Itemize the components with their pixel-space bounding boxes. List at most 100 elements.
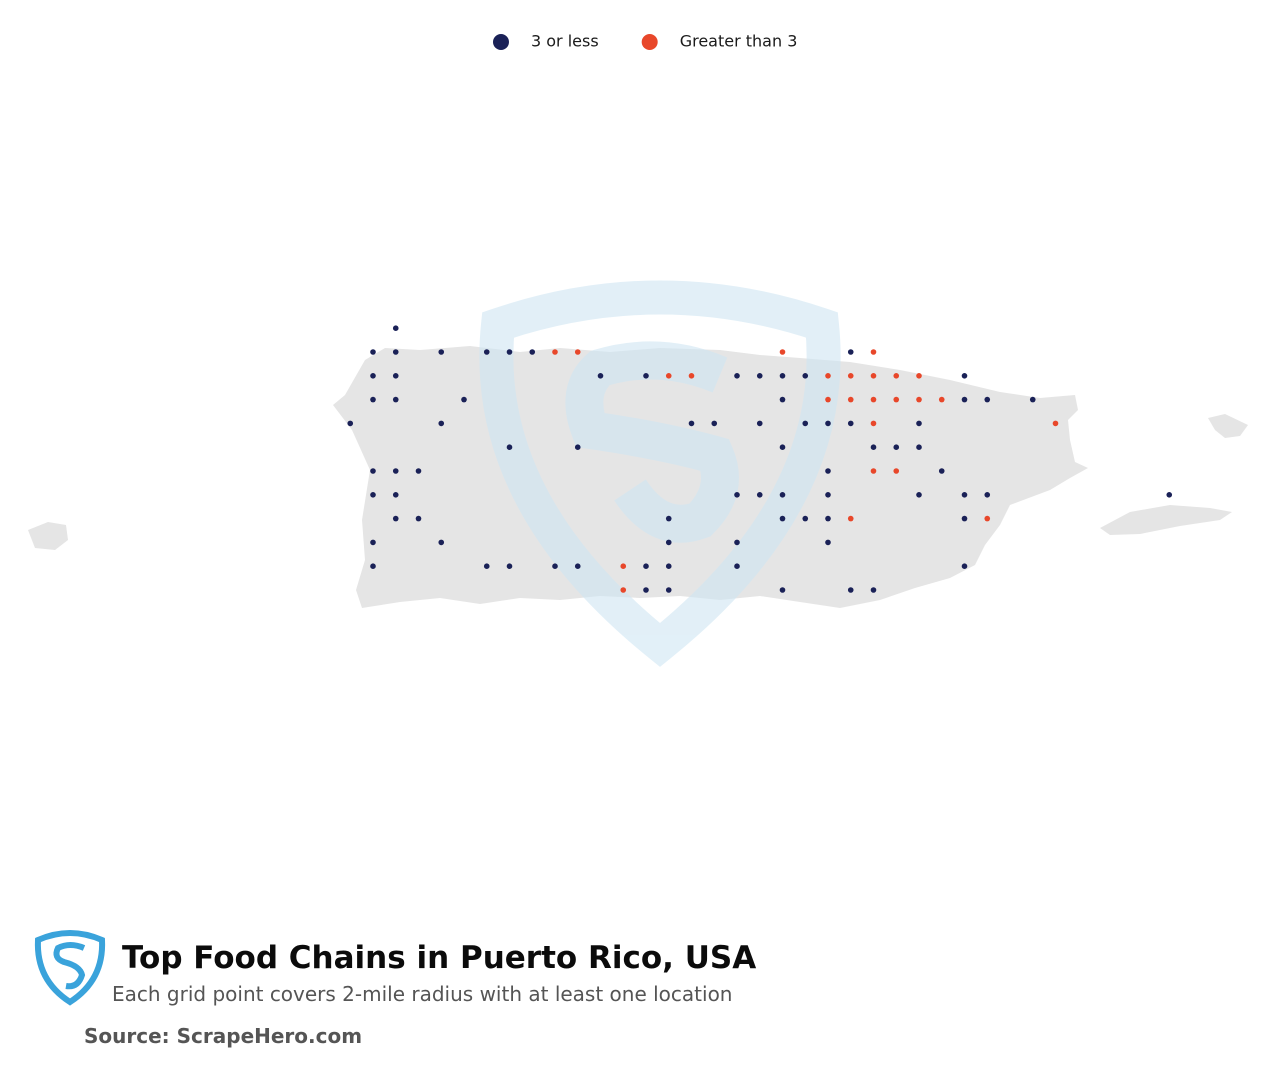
grid-point [825, 468, 831, 474]
grid-point [847, 396, 854, 403]
grid-point [438, 349, 445, 355]
grid-point [984, 396, 991, 403]
grid-point [916, 492, 922, 498]
grid-point [847, 373, 854, 379]
grid-point [347, 420, 354, 427]
grid-point [847, 420, 854, 427]
source: Source: ScrapeHero.com [84, 1024, 362, 1048]
grid-point [847, 349, 854, 355]
legend-label: Greater than 3 [680, 32, 798, 51]
grid-point [893, 468, 900, 474]
grid-point [665, 539, 672, 546]
grid-point [870, 349, 877, 355]
grid-point [756, 492, 763, 498]
grid-point [961, 373, 968, 379]
grid-point [984, 492, 991, 498]
grid-point [825, 396, 831, 403]
grid-point [483, 349, 490, 355]
grid-point [688, 373, 695, 379]
grid-point [893, 444, 900, 451]
grid-point [483, 563, 490, 569]
grid-point [825, 420, 831, 427]
grid-point [893, 396, 900, 403]
grid-point [392, 515, 399, 522]
grid-point [574, 444, 581, 451]
grid-point [916, 373, 922, 379]
grid-point [870, 444, 877, 451]
grid-point [370, 539, 376, 546]
legend: 3 or less Greater than 3 [493, 32, 797, 51]
grid-point [552, 349, 558, 355]
grid-point [370, 396, 376, 403]
grid-point [665, 563, 672, 569]
grid-point [392, 396, 399, 403]
grid-point [779, 396, 786, 403]
grid-point [779, 349, 786, 355]
grid-point [825, 373, 831, 379]
grid-point [461, 396, 467, 403]
grid-point [643, 373, 649, 379]
mona-island [28, 522, 68, 550]
grid-point [665, 587, 672, 593]
grid-point [893, 373, 900, 379]
grid-point [370, 492, 376, 498]
grid-point [392, 325, 399, 332]
grid-point [825, 492, 831, 498]
grid-point [597, 373, 604, 379]
grid-point [711, 420, 718, 427]
points [347, 325, 1173, 593]
grid-point [392, 349, 399, 355]
grid-point [847, 587, 854, 593]
grid-point [870, 420, 877, 427]
logo [34, 930, 106, 1006]
land [28, 346, 1248, 608]
grid-point [779, 373, 786, 379]
watermark-s [565, 341, 739, 543]
grid-point [802, 420, 809, 427]
grid-point [370, 468, 376, 474]
grid-point [574, 563, 581, 569]
grid-point [802, 515, 809, 522]
grid-point [734, 492, 740, 498]
grid-point [734, 373, 740, 379]
grid-point [506, 444, 513, 451]
grid-point [370, 349, 376, 355]
grid-point [1029, 396, 1036, 403]
grid-point [825, 515, 831, 522]
grid-point [779, 515, 786, 522]
grid-point [392, 468, 399, 474]
logo-s [53, 942, 86, 990]
grid-point [779, 492, 786, 498]
grid-point [620, 587, 627, 593]
grid-point [779, 587, 786, 593]
grid-point [438, 539, 445, 546]
grid-point [847, 515, 854, 522]
grid-point [415, 468, 422, 474]
grid-point [916, 396, 922, 403]
logo-shield [34, 930, 106, 1006]
grid-point [825, 539, 831, 546]
grid-point [961, 396, 968, 403]
grid-point [756, 420, 763, 427]
grid-point [961, 563, 968, 569]
grid-point [370, 373, 376, 379]
grid-point [938, 468, 945, 474]
grid-point [779, 444, 786, 451]
grid-point [620, 563, 627, 569]
grid-point [870, 373, 877, 379]
grid-point [574, 349, 581, 355]
grid-point [665, 373, 672, 379]
grid-point [688, 420, 695, 427]
grid-point [756, 373, 763, 379]
grid-point [916, 444, 922, 451]
vieques-island [1100, 505, 1232, 535]
grid-point [552, 563, 558, 569]
grid-point [916, 420, 922, 427]
grid-point [392, 373, 399, 379]
grid-point [529, 349, 536, 355]
subtitle: Each grid point covers 2-mile radius wit… [112, 982, 732, 1006]
grid-point [438, 420, 445, 427]
grid-point [984, 515, 991, 522]
